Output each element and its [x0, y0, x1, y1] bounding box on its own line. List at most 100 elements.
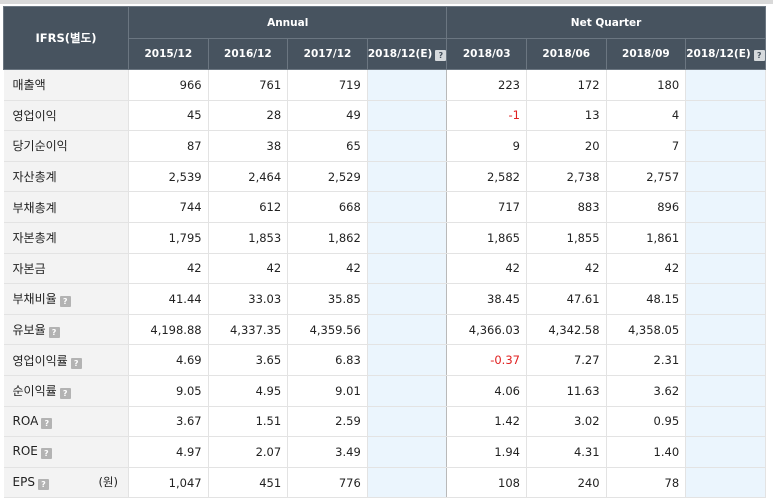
value-cell: 3.49: [287, 436, 368, 468]
value-cell: 42: [287, 253, 368, 285]
value-cell: [367, 344, 448, 376]
value-cell: -1: [446, 100, 527, 132]
value-cell: 4.06: [446, 375, 527, 407]
value-cell: 240: [526, 467, 607, 498]
value-cell: 47.61: [526, 283, 607, 315]
help-icon[interactable]: ?: [435, 49, 447, 61]
value-cell: 744: [128, 191, 209, 223]
table-row: 영업이익 45 28 49 -1 13 4: [3, 100, 766, 132]
help-icon[interactable]: ?: [70, 357, 82, 369]
help-icon[interactable]: ?: [59, 296, 71, 308]
table-row: ROE? 4.97 2.07 3.49 1.94 4.31 1.40: [3, 436, 766, 468]
value-cell: 966: [128, 69, 209, 101]
table-body: 매출액 966 761 719 223 172 180 영업이익 45 28 49 -1 13 4 당기순이…: [3, 69, 766, 498]
help-icon[interactable]: ?: [753, 49, 765, 61]
value-cell: 35.85: [287, 283, 368, 315]
value-cell: 2,582: [446, 161, 527, 193]
value-cell: 4.31: [526, 436, 607, 468]
period-label: 2017/12: [303, 48, 352, 60]
row-label: 당기순이익: [12, 139, 68, 154]
value-cell: 4,198.88: [128, 314, 209, 346]
value-cell: 180: [606, 69, 687, 101]
value-cell: [685, 69, 766, 101]
table-row: EPS? (원) 1,047 451 776 108 240 78: [3, 467, 766, 498]
value-cell: [367, 191, 448, 223]
table-row: 부채총계 744 612 668 717 883 896: [3, 191, 766, 223]
period-label: 2018/12(E): [367, 47, 433, 60]
value-cell: 3.62: [606, 375, 687, 407]
period-header: 2018/12(E)?: [685, 38, 766, 70]
value-cell: 3.02: [526, 406, 607, 438]
value-cell: 717: [446, 191, 527, 223]
value-cell: [685, 344, 766, 376]
value-cell: 20: [526, 130, 607, 162]
value-cell: 896: [606, 191, 687, 223]
value-cell: [367, 436, 448, 468]
help-icon[interactable]: ?: [48, 327, 60, 339]
value-cell: [685, 314, 766, 346]
table-row: 자본금 42 42 42 42 42 42: [3, 253, 766, 285]
value-cell: 1,853: [208, 222, 289, 254]
row-label-cell: 부채총계: [3, 191, 129, 223]
table-row: 자본총계 1,795 1,853 1,862 1,865 1,855 1,861: [3, 222, 766, 254]
value-cell: 172: [526, 69, 607, 101]
value-cell: 761: [208, 69, 289, 101]
value-cell: 2,738: [526, 161, 607, 193]
value-cell: 108: [446, 467, 527, 498]
value-cell: 41.44: [128, 283, 209, 315]
value-cell: 45: [128, 100, 209, 132]
period-header: 2018/09: [605, 38, 687, 70]
help-icon[interactable]: ?: [40, 448, 52, 460]
period-header: 2018/12(E)?: [366, 38, 448, 70]
period-header: 2018/06: [525, 38, 607, 70]
value-cell: [367, 314, 448, 346]
table-row: 매출액 966 761 719 223 172 180: [3, 69, 766, 101]
value-cell: [685, 467, 766, 498]
period-label: 2018/12(E): [686, 47, 751, 60]
top-divider: [0, 0, 773, 4]
period-label: 2018/09: [622, 48, 670, 60]
value-cell: [685, 406, 766, 438]
accounting-standard-header: IFRS(별도): [3, 6, 129, 70]
table-row: 당기순이익 87 38 65 9 20 7: [3, 130, 766, 162]
row-label-cell: 자본총계: [3, 222, 129, 254]
value-cell: [367, 375, 448, 407]
row-label: 순이익률: [12, 384, 57, 399]
value-cell: 4,366.03: [446, 314, 527, 346]
period-header-row: 2015/12 2016/12 2017/12 2018/12(E)? 2018/03 2…: [4, 38, 766, 70]
value-cell: [685, 161, 766, 193]
help-icon[interactable]: ?: [59, 388, 71, 400]
row-label: ROA: [12, 413, 39, 428]
value-cell: 2,539: [128, 161, 209, 193]
value-cell: 0.95: [606, 406, 687, 438]
value-cell: [685, 222, 766, 254]
row-label-cell: 유보율?: [3, 314, 129, 346]
value-cell: 1,855: [526, 222, 607, 254]
value-cell: [367, 467, 448, 498]
help-icon[interactable]: ?: [37, 479, 49, 491]
table-row: 유보율? 4,198.88 4,337.35 4,359.56 4,366.03 4,34…: [3, 314, 766, 346]
value-cell: [367, 222, 448, 254]
value-cell: [367, 69, 448, 101]
row-label-cell: 영업이익: [3, 100, 129, 132]
value-cell: 1,795: [128, 222, 209, 254]
period-header: 2017/12: [287, 38, 368, 70]
value-cell: 9.05: [128, 375, 209, 407]
value-cell: 42: [208, 253, 289, 285]
value-cell: [685, 283, 766, 315]
value-cell: 1,047: [128, 467, 209, 498]
row-label-cell: 매출액: [3, 69, 129, 101]
value-cell: 1.51: [208, 406, 289, 438]
row-label-cell: ROA?: [3, 406, 129, 438]
row-label: 유보율: [12, 323, 46, 338]
value-cell: 7.27: [526, 344, 607, 376]
value-cell: 1,865: [446, 222, 527, 254]
value-cell: 7: [606, 130, 687, 162]
period-label: 2018/03: [462, 48, 511, 60]
value-cell: 6.83: [287, 344, 368, 376]
help-icon[interactable]: ?: [41, 417, 53, 429]
value-cell: 719: [287, 69, 368, 101]
value-cell: [685, 100, 766, 132]
table-row: 자산총계 2,539 2,464 2,529 2,582 2,738 2,757: [3, 161, 766, 193]
